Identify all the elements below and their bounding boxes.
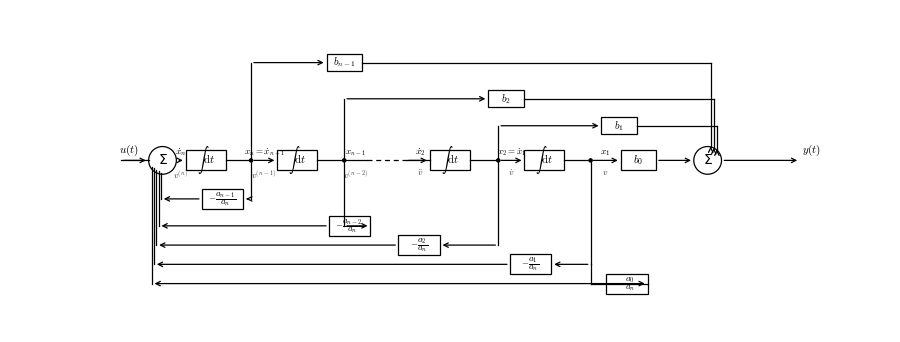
Bar [429, 150, 470, 170]
Bar [277, 150, 318, 170]
Text: $\Sigma$: $\Sigma$ [703, 154, 713, 167]
Bar [202, 189, 243, 209]
Bar [185, 150, 226, 170]
Bar [488, 90, 524, 107]
Text: $v$: $v$ [602, 168, 608, 177]
Text: $v^{(n-2)}$: $v^{(n-2)}$ [343, 168, 368, 181]
Bar [621, 150, 656, 170]
Text: $\Sigma$: $\Sigma$ [158, 154, 167, 167]
Text: $-\dfrac{a_0}{a_n}$: $-\dfrac{a_0}{a_n}$ [617, 275, 636, 292]
Text: $x_2=\dot{x}_1$: $x_2=\dot{x}_1$ [497, 146, 526, 158]
Text: $\int \mathrm{d}t$: $\int \mathrm{d}t$ [196, 144, 214, 176]
Bar [601, 117, 637, 134]
Bar [328, 216, 371, 236]
Text: $-\dfrac{a_{n-1}}{a_n}$: $-\dfrac{a_{n-1}}{a_n}$ [208, 190, 237, 208]
Bar [525, 150, 564, 170]
Text: $b_0$: $b_0$ [634, 154, 643, 167]
Text: $\int \mathrm{d}t$: $\int \mathrm{d}t$ [441, 144, 459, 176]
Text: $-\dfrac{a_{n-2}}{a_n}$: $-\dfrac{a_{n-2}}{a_n}$ [336, 217, 364, 235]
Circle shape [249, 159, 253, 162]
Text: $v^{(n-1)}$: $v^{(n-1)}$ [251, 168, 277, 181]
Text: $x_{n-1}$: $x_{n-1}$ [346, 148, 366, 158]
Text: $x_n=\dot{x}_{n-1}$: $x_n=\dot{x}_{n-1}$ [244, 146, 284, 158]
Bar [398, 235, 440, 255]
Text: $-\dfrac{a_1}{a_n}$: $-\dfrac{a_1}{a_n}$ [521, 255, 540, 273]
Circle shape [590, 159, 592, 162]
Text: $\dot{v}$: $\dot{v}$ [508, 168, 515, 178]
Circle shape [343, 159, 346, 162]
Circle shape [148, 146, 176, 174]
Bar [509, 254, 552, 274]
Text: $u(t)$: $u(t)$ [119, 143, 139, 158]
Text: $y(t)$: $y(t)$ [802, 143, 821, 158]
Bar [327, 54, 362, 71]
Circle shape [497, 159, 500, 162]
Text: $\int \mathrm{d}t$: $\int \mathrm{d}t$ [536, 144, 554, 176]
Text: $\ddot{v}$: $\ddot{v}$ [418, 168, 424, 178]
Text: $v^{(n)}$: $v^{(n)}$ [174, 168, 188, 181]
Circle shape [694, 146, 722, 174]
Text: $\int \mathrm{d}t$: $\int \mathrm{d}t$ [288, 144, 306, 176]
Text: $\dot{x}_2$: $\dot{x}_2$ [415, 146, 426, 158]
Text: $x_1$: $x_1$ [600, 148, 611, 158]
Text: $b_{n-1}$: $b_{n-1}$ [333, 56, 356, 69]
Text: $b_2$: $b_2$ [501, 92, 511, 106]
Text: $b_1$: $b_1$ [615, 119, 624, 133]
Text: $\dot{x}_n$: $\dot{x}_n$ [175, 146, 187, 158]
Text: $-\dfrac{a_2}{a_n}$: $-\dfrac{a_2}{a_n}$ [410, 236, 428, 254]
Bar [606, 274, 648, 293]
